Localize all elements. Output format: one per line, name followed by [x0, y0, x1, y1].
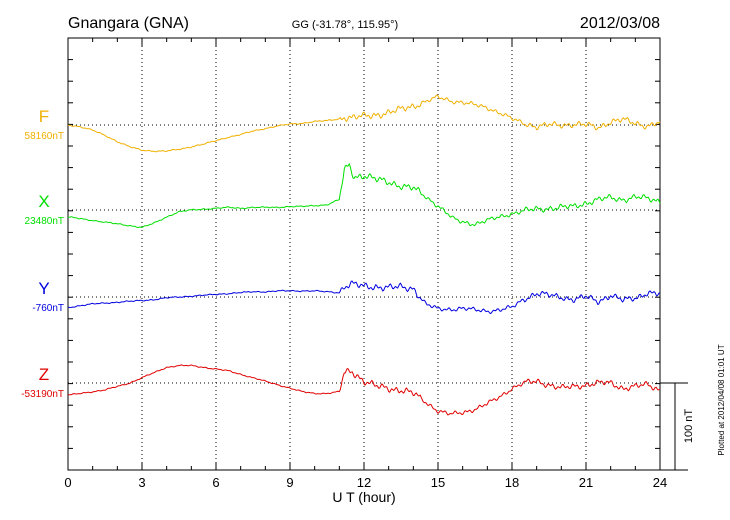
vertical-grid [141, 38, 587, 470]
axis-ticks [67, 38, 661, 470]
x-tick-label: 24 [653, 475, 667, 490]
x-tick-label: 21 [579, 475, 593, 490]
series-group [67, 94, 661, 416]
x-tick-label: 15 [431, 475, 445, 490]
series-line-x [67, 162, 661, 229]
component-label-z: Z [39, 365, 49, 384]
station-title: Gnangara (GNA) [68, 15, 189, 32]
scale-label: 100 nT [683, 409, 695, 444]
baseline-value-f: 58160nT [25, 131, 64, 142]
plotted-note: Plotted at 2012/04/08 01:01 UT [717, 344, 726, 455]
series-line-z [67, 364, 661, 416]
x-tick-label: 6 [212, 475, 219, 490]
chart-date: 2012/03/08 [580, 15, 660, 32]
x-tick-label: 18 [505, 475, 519, 490]
series-line-f [67, 94, 661, 153]
component-label-x: X [38, 192, 49, 211]
baseline-value-z: -53190nT [21, 389, 64, 400]
component-labels: F 58160nT X 23480nT Y -760nT Z -53190nT [21, 107, 64, 400]
station-coords: GG (-31.78°, 115.95°) [292, 19, 398, 31]
component-label-y: Y [38, 279, 49, 298]
x-tick-label: 0 [64, 475, 71, 490]
x-tick-label: 3 [138, 475, 145, 490]
baseline-value-x: 23480nT [25, 216, 64, 227]
x-tick-labels: 0 3 6 9 12 15 18 21 24 [64, 475, 667, 490]
component-label-f: F [39, 107, 49, 126]
series-line-y [67, 280, 661, 315]
x-tick-label: 9 [286, 475, 293, 490]
baseline-value-y: -760nT [32, 303, 64, 314]
scale-bar: 100 nT [660, 382, 695, 471]
x-axis-label: U T (hour) [332, 489, 395, 505]
x-tick-label: 12 [357, 475, 371, 490]
